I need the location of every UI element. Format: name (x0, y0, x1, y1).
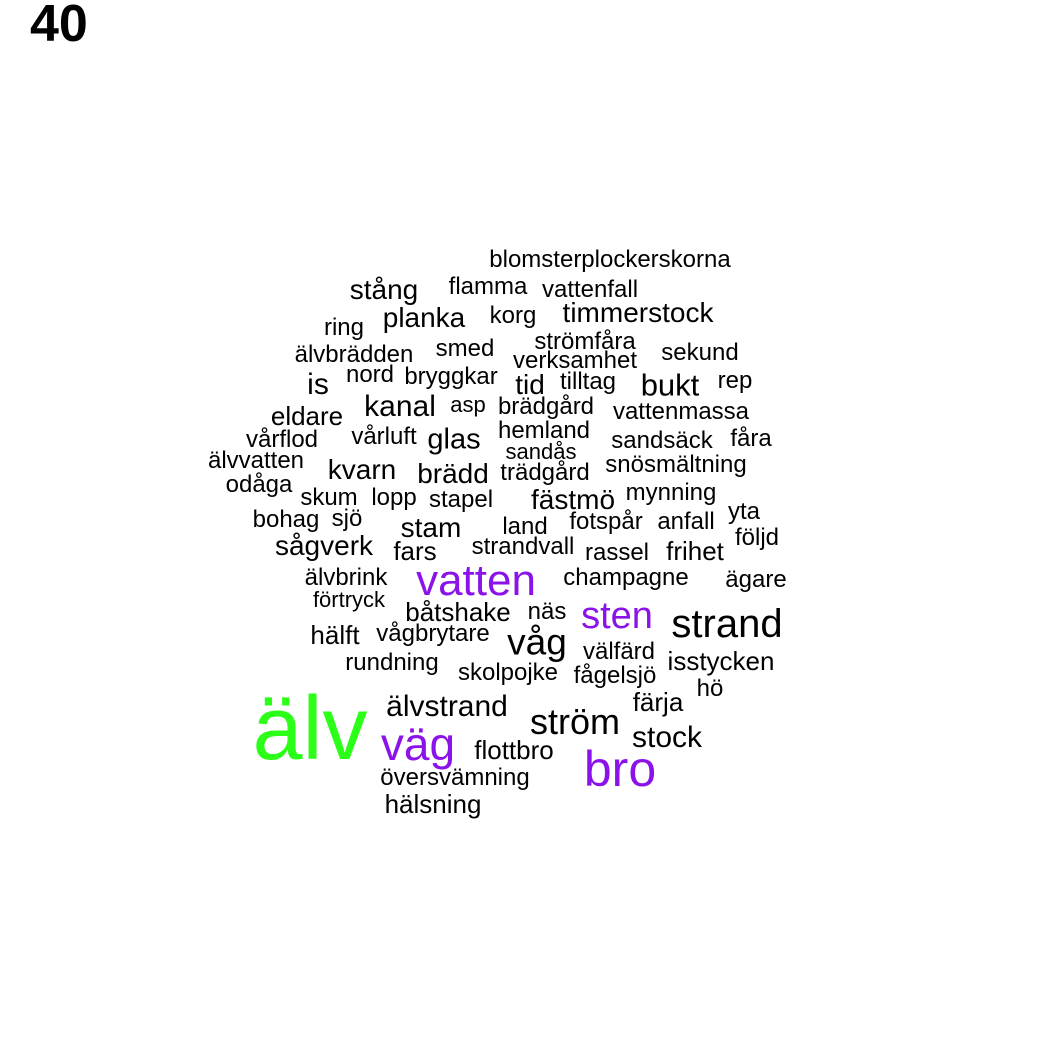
word-halsning: hälsning (384, 789, 482, 819)
word-stang: stång (349, 274, 419, 305)
word-korg: korg (489, 302, 537, 329)
word-sandas: sandås (505, 439, 577, 464)
word-rep: rep (717, 367, 753, 394)
word-snosmaltning: snösmältning (605, 451, 747, 478)
word-sjo: sjö (331, 505, 363, 532)
word-bukt: bukt (640, 367, 700, 403)
word-fotspar: fotspår (569, 508, 643, 535)
word-stapel: stapel (428, 486, 494, 513)
word-tilltag: tilltag (559, 368, 617, 395)
word-halft: hälft (310, 620, 360, 650)
word-rassel: rassel (584, 539, 650, 566)
word-fara: fåra (730, 425, 772, 452)
word-sagverk: sågverk (274, 530, 374, 561)
word-fastmo: fästmö (530, 484, 616, 515)
word-bohag: bohag (252, 506, 320, 533)
word-alvvatten: älvvatten (207, 447, 305, 474)
word-bryggkar: bryggkar (404, 363, 498, 390)
word-batshake: båtshake (405, 597, 511, 627)
word-hemland: hemland (497, 417, 591, 444)
word-frihet: frihet (666, 536, 724, 566)
word-strom: ström (530, 701, 620, 742)
word-flamma: flamma (448, 273, 528, 300)
word-vatten: vatten (416, 556, 536, 605)
word-rundning: rundning (345, 649, 439, 676)
word-sekund: sekund (661, 339, 739, 366)
word-asp: asp (450, 392, 486, 417)
word-varluft: vårluft (351, 423, 417, 450)
word-strandvall: strandvall (471, 533, 575, 560)
word-champagne: champagne (563, 564, 689, 591)
word-stock: stock (631, 721, 703, 754)
word-varflod: vårflod (245, 426, 319, 453)
word-anfall: anfall (657, 508, 715, 535)
word-foljd: följd (734, 524, 780, 551)
word-nas: näs (527, 598, 567, 625)
word-vattenfall: vattenfall (541, 276, 639, 303)
word-sandsack: sandsäck (611, 427, 713, 454)
word-isstycken: isstycken (667, 646, 775, 676)
word-fortryck: förtryck (312, 587, 386, 612)
word-lopp: lopp (371, 484, 417, 511)
word-bradgard: brädgård (497, 393, 595, 420)
word-ho: hö (696, 675, 724, 702)
word-fars: fars (393, 536, 437, 566)
word-stromfara: strömfåra (534, 328, 636, 355)
word-ring: ring (323, 314, 365, 341)
word-oversvamning: översvämning (380, 764, 530, 791)
word-bro: bro (583, 741, 657, 797)
word-planka: planka (382, 302, 466, 333)
word-eldare: eldare (270, 401, 344, 431)
word-vattenmassa: vattenmassa (612, 398, 750, 425)
word-alvbradden: älvbrädden (294, 341, 414, 368)
word-skum: skum (300, 484, 358, 511)
word-vag: våg (507, 621, 567, 663)
word-alv: älv (252, 679, 368, 779)
word-alvbrink: älvbrink (304, 564, 388, 591)
word-mynning: mynning (625, 479, 717, 506)
word-vag: väg (380, 718, 456, 770)
word-kvarn: kvarn (327, 454, 397, 485)
word-glas: glas (427, 423, 481, 456)
word-bradd: brädd (417, 458, 489, 489)
word-verksamhet: verksamhet (512, 347, 638, 374)
word-agare: ägare (725, 566, 787, 593)
word-tid: tid (515, 369, 545, 400)
word-farja: färja (632, 687, 684, 717)
word-smed: smed (435, 335, 495, 362)
word-odaga: odåga (225, 471, 293, 498)
word-nord: nord (345, 361, 395, 388)
word-flottbro: flottbro (474, 735, 554, 765)
word-blomsterplockerskorna: blomsterplockerskorna (489, 246, 731, 273)
word-tradgard: trädgård (500, 459, 590, 486)
word-kanal: kanal (364, 390, 436, 423)
word-yta: yta (727, 498, 761, 525)
word-timmerstock: timmerstock (562, 297, 714, 328)
word-valfard: välfärd (582, 638, 656, 665)
word-sten: sten (581, 595, 653, 637)
word-is: is (307, 368, 329, 401)
word-strand: strand (671, 602, 783, 646)
word-vagbrytare: vågbrytare (376, 620, 490, 647)
word-fagelsjo: fågelsjö (573, 662, 657, 689)
word-stam: stam (400, 512, 462, 543)
word-alvstrand: älvstrand (386, 690, 508, 723)
word-skolpojke: skolpojke (457, 659, 559, 686)
word-land: land (502, 513, 548, 540)
page-number: 40 (30, 0, 88, 53)
